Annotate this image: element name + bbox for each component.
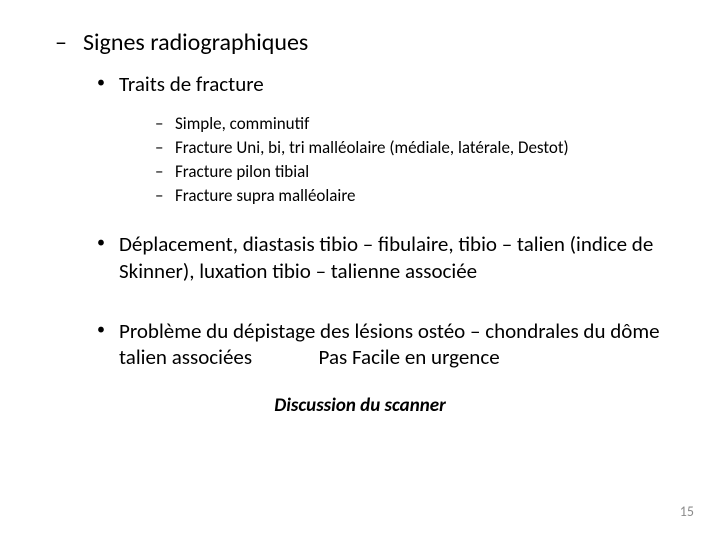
bullet2-text: Déplacement, diastasis tibio – fibulaire… bbox=[119, 231, 665, 284]
dash-bullet: – bbox=[155, 161, 175, 182]
heading-row: – Signes radiographiques bbox=[55, 28, 665, 57]
bullet3-text: Problème du dépistage des lésions ostéo … bbox=[119, 318, 665, 371]
trait-item: – Fracture pilon tibial bbox=[155, 161, 665, 182]
dash-bullet: – bbox=[155, 113, 175, 134]
dot-bullet: • bbox=[97, 318, 119, 371]
traits-label: Traits de fracture bbox=[119, 71, 264, 97]
slide: – Signes radiographiques • Traits de fra… bbox=[0, 0, 720, 540]
footer-text: Discussion du scanner bbox=[55, 394, 665, 417]
dot-bullet: • bbox=[97, 231, 119, 284]
trait-text: Fracture Uni, bi, tri malléolaire (média… bbox=[175, 137, 569, 158]
dash-bullet: – bbox=[155, 137, 175, 158]
trait-text: Simple, comminutif bbox=[175, 113, 309, 134]
trait-item: – Simple, comminutif bbox=[155, 113, 665, 134]
dot-bullet: • bbox=[97, 71, 119, 97]
bullet3-part-b: Pas Facile en urgence bbox=[319, 344, 500, 370]
traits-row: • Traits de fracture bbox=[97, 71, 665, 97]
bullet2-row: • Déplacement, diastasis tibio – fibulai… bbox=[97, 231, 665, 284]
page-number: 15 bbox=[680, 503, 694, 520]
trait-text: Fracture supra malléolaire bbox=[175, 185, 355, 206]
trait-text: Fracture pilon tibial bbox=[175, 161, 309, 182]
heading-text: Signes radiographiques bbox=[83, 28, 308, 57]
trait-item: – Fracture Uni, bi, tri malléolaire (méd… bbox=[155, 137, 665, 158]
dash-bullet: – bbox=[155, 185, 175, 206]
dash-bullet: – bbox=[55, 28, 83, 57]
trait-item: – Fracture supra malléolaire bbox=[155, 185, 665, 206]
bullet3-row: • Problème du dépistage des lésions osté… bbox=[97, 318, 665, 371]
